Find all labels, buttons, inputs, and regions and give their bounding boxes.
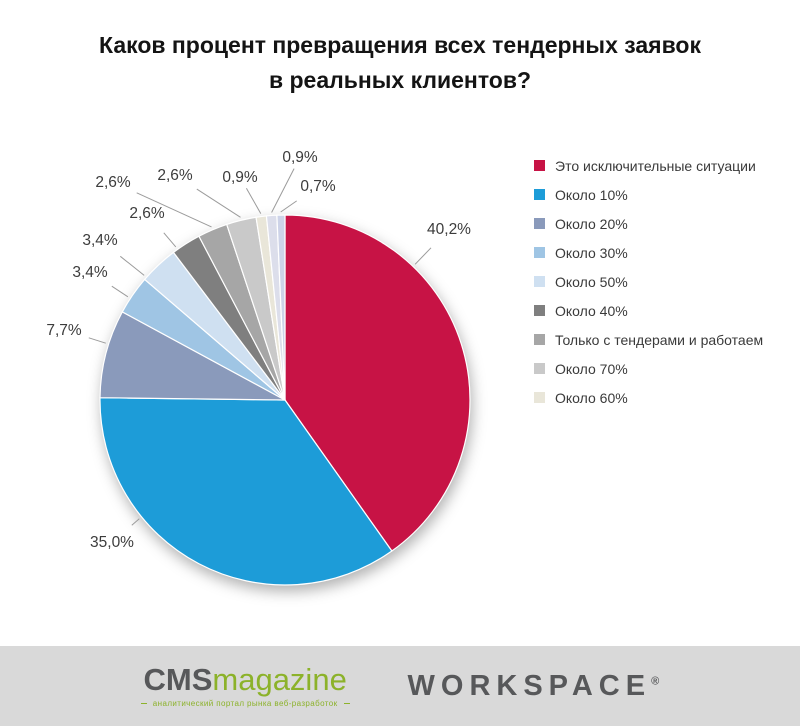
leader-line	[88, 337, 106, 344]
legend-label: Около 30%	[555, 244, 628, 261]
leader-line	[136, 192, 212, 228]
legend-swatch	[534, 247, 545, 258]
legend-label: Около 10%	[555, 186, 628, 203]
pie-value-label: 0,9%	[282, 149, 318, 166]
cms-tagline: аналитический портал рынка веб-разработо…	[140, 699, 350, 708]
leader-line	[280, 200, 297, 213]
leader-line	[163, 232, 177, 248]
legend-swatch	[534, 189, 545, 200]
pie-value-label: 2,6%	[95, 174, 131, 191]
leader-line	[196, 188, 241, 218]
legend-item: Только с тендерами и работаем	[534, 325, 763, 354]
pie-chart	[99, 214, 471, 586]
legend-swatch	[534, 334, 545, 345]
legend-item: Около 30%	[534, 238, 763, 267]
leader-line	[119, 255, 145, 276]
pie-value-label: 7,7%	[46, 322, 82, 339]
legend-label: Только с тендерами и работаем	[555, 331, 764, 348]
legend: Это исключительные ситуации Около 10% Окол…	[534, 151, 763, 412]
legend-swatch	[534, 218, 545, 229]
legend-item: Около 50%	[534, 267, 763, 296]
pie-slice-10	[276, 214, 286, 401]
legend-label: Около 40%	[555, 302, 628, 319]
legend-item: Около 40%	[534, 296, 763, 325]
cms-logo-text: CMS	[143, 662, 213, 697]
pie-value-label: 2,6%	[129, 205, 165, 222]
tagline-rule-right	[343, 703, 350, 704]
pie-value-label: 35,0%	[90, 534, 134, 551]
pie-slice-0	[284, 214, 471, 552]
leader-line	[111, 285, 129, 298]
cms-tagline-text: аналитический портал рынка веб-разработо…	[152, 699, 338, 708]
pie-value-label: 40,2%	[427, 221, 471, 238]
legend-label: Около 70%	[555, 360, 628, 377]
legend-swatch	[534, 276, 545, 287]
pie-value-label: 0,7%	[300, 178, 336, 195]
legend-label: Около 50%	[555, 273, 628, 290]
value-labels: 40,2% 35,0% 7,7% 3,4% 3,4% 2,6% 2,6% 2,6% 0,9% 0,…	[46, 149, 471, 551]
legend-swatch	[534, 363, 545, 374]
pie-value-label: 2,6%	[157, 167, 193, 184]
chart-title-line2: в реальных клиентов?	[268, 66, 532, 93]
pie-value-label: 3,4%	[72, 264, 108, 281]
leader-lines	[88, 168, 432, 526]
legend-item: Около 10%	[534, 180, 763, 209]
chart-title-line1: Каков процент превращения всех тендерных…	[99, 32, 701, 58]
pie-chart-svg: 40,2% 35,0% 7,7% 3,4% 3,4% 2,6% 2,6% 2,6% 0,9% 0,…	[46, 149, 471, 586]
magazine-logo-text: magazine	[212, 662, 347, 697]
chart-title: Каков процент превращения всех тендерных…	[0, 28, 800, 97]
workspace-logo: WORKSPACE®	[408, 670, 660, 703]
tagline-rule-left	[140, 703, 147, 704]
footer: CMSmagazine аналитический портал рынка в…	[0, 646, 800, 726]
pie-slice-1	[99, 397, 393, 586]
legend-label: Около 60%	[555, 389, 628, 406]
leader-line	[414, 247, 432, 265]
pie-value-label: 0,9%	[222, 169, 258, 186]
legend-swatch	[534, 392, 545, 403]
cms-magazine-wordmark: CMSmagazine	[141, 664, 350, 695]
legend-item: Это исключительные ситуации	[534, 151, 763, 180]
legend-item: Около 20%	[534, 209, 763, 238]
leader-line	[131, 518, 140, 526]
legend-item: Около 60%	[534, 383, 763, 412]
legend-label: Около 20%	[555, 215, 628, 232]
legend-swatch	[534, 305, 545, 316]
legend-swatch	[534, 160, 545, 171]
pie-value-label: 3,4%	[82, 232, 118, 249]
leader-line	[271, 168, 295, 213]
cms-magazine-logo: CMSmagazine аналитический портал рынка в…	[140, 664, 350, 708]
workspace-logo-text: WORKSPACE	[407, 669, 652, 702]
legend-label: Это исключительные ситуации	[555, 157, 756, 174]
leader-line	[245, 188, 262, 214]
legend-item: Около 70%	[534, 354, 763, 383]
registered-mark: ®	[651, 674, 660, 687]
